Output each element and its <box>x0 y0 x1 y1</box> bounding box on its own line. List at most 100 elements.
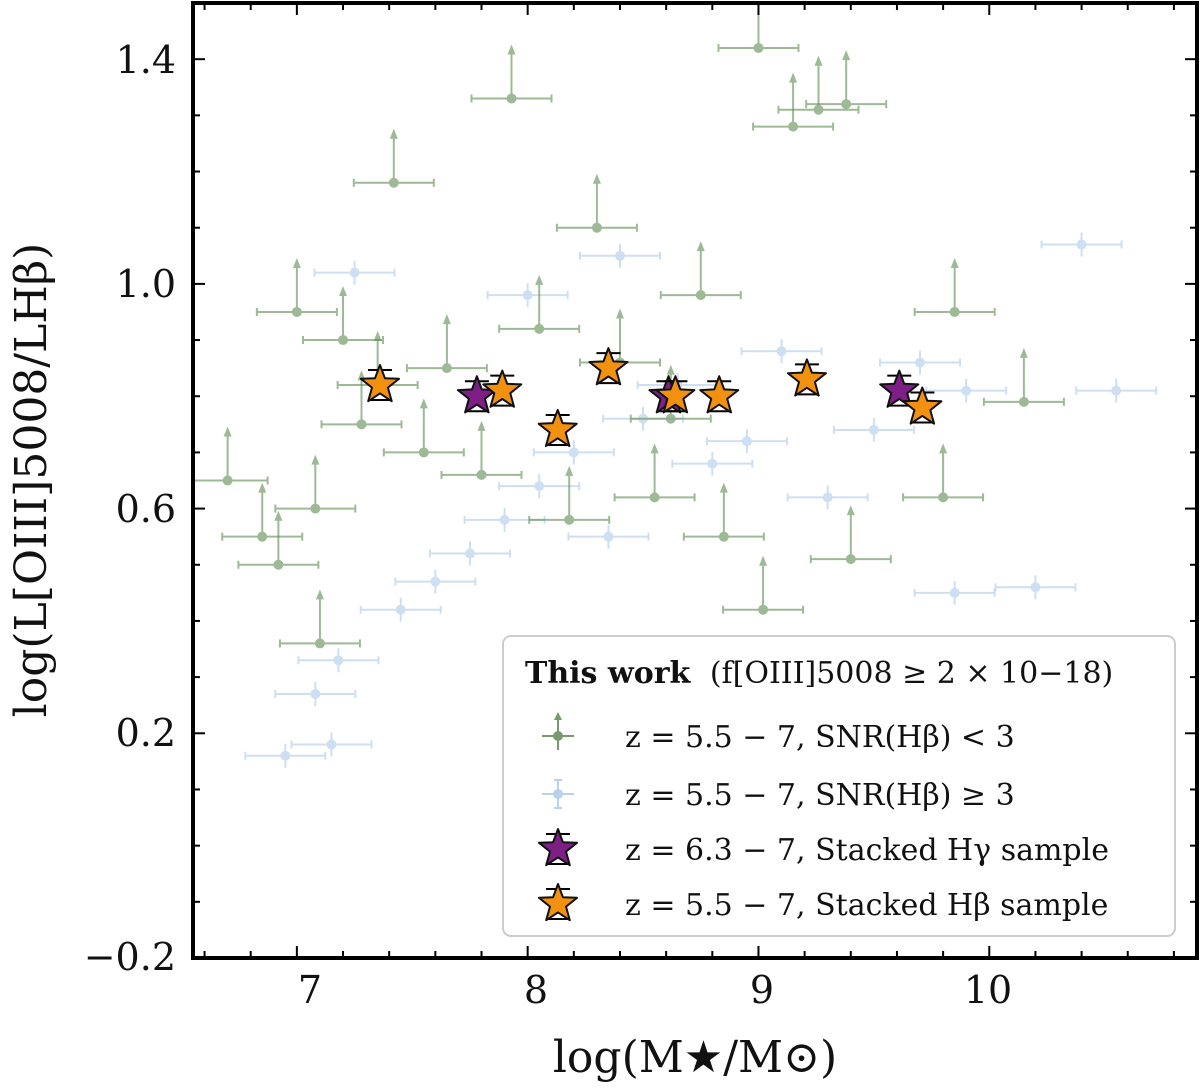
arrow-head <box>842 50 851 61</box>
x-axis-label: log(M★/M⊙) <box>553 1032 837 1083</box>
data-point <box>949 587 960 598</box>
data-point <box>356 419 367 430</box>
stacked-hbeta-star <box>537 408 578 448</box>
axis-ticks <box>193 2 1197 959</box>
legend-marker-stacked-hbeta <box>538 883 578 922</box>
snr-low-point <box>405 314 488 374</box>
data-point <box>813 104 824 115</box>
data-layer <box>193 3 1158 768</box>
star-marker <box>879 369 920 408</box>
data-point <box>476 469 487 480</box>
snr-low-point <box>237 510 320 570</box>
legend-entry-label: z = 5.5 − 7, SNR(Hβ) < 3 <box>625 720 1015 755</box>
stacked-hbeta-star <box>655 375 696 414</box>
arrow-head <box>507 44 516 55</box>
snr-low-point <box>302 286 385 346</box>
data-point <box>649 492 660 503</box>
arrow-head <box>846 505 855 516</box>
snr-low-point <box>682 482 765 542</box>
data-point <box>326 739 337 750</box>
arrow-head <box>719 482 728 493</box>
y-tick-label: 1.0 <box>116 262 176 306</box>
snr-low-point <box>221 482 304 542</box>
snr-high-point <box>567 524 650 549</box>
x-tick-label: 9 <box>750 968 774 1012</box>
legend-markers <box>538 712 578 922</box>
arrow-head <box>592 173 601 184</box>
data-point <box>961 385 972 396</box>
y-axis-label: log(L[OIII]5008/LHβ) <box>6 243 57 718</box>
data-point <box>776 346 787 357</box>
arrow-head <box>814 55 823 66</box>
snr-high-point <box>705 429 788 454</box>
snr-low-point <box>805 50 888 110</box>
snr-low-point <box>498 274 581 334</box>
data-point <box>868 424 879 435</box>
data-point <box>291 306 302 317</box>
snr-high-point <box>359 597 442 622</box>
stacked-hbeta-star <box>588 347 629 386</box>
snr-low-point <box>809 505 892 565</box>
legend-box <box>502 635 1176 937</box>
data-point <box>388 177 399 188</box>
stacked-hbeta-star <box>786 358 827 397</box>
snr-high-point <box>1040 232 1123 257</box>
arrow-head <box>535 274 544 285</box>
arrow-head <box>1019 347 1028 358</box>
snr-high-point <box>740 339 823 364</box>
snr-high-point <box>297 648 380 673</box>
data-point <box>707 458 718 469</box>
legend: This work (f[OIII]5008 ≥ 2 × 10−18) z = … <box>502 635 1176 937</box>
data-point <box>741 436 752 447</box>
data-point <box>822 492 833 503</box>
legend-arrow-head <box>554 712 562 720</box>
data-point <box>222 475 233 486</box>
stacked-hbeta-star <box>699 375 740 414</box>
arrow-head <box>477 420 486 431</box>
snr-low-point <box>382 398 465 458</box>
star-marker <box>902 386 943 425</box>
star-marker <box>786 358 827 397</box>
data-point <box>349 267 360 278</box>
star-marker <box>655 375 696 414</box>
data-point <box>310 688 321 699</box>
data-point <box>718 531 729 542</box>
snr-low-point <box>913 257 996 317</box>
data-point <box>938 492 949 503</box>
snr-low-point <box>528 465 611 525</box>
arrow-head <box>939 443 948 454</box>
legend-title-rest: (f[OIII]5008 ≥ 2 × 10−18) <box>710 656 1113 691</box>
arrow-head <box>315 589 324 600</box>
legend-entry-label: z = 5.5 − 7, SNR(Hβ) ≥ 3 <box>625 778 1015 813</box>
data-point <box>915 357 926 368</box>
plot-frame <box>191 1 1199 960</box>
data-point <box>753 42 764 53</box>
data-point <box>788 121 799 132</box>
arrow-head <box>759 555 768 566</box>
arrow-head <box>650 443 659 454</box>
data-point <box>314 638 325 649</box>
snr-low-point <box>752 72 835 132</box>
data-point <box>310 503 321 514</box>
data-point <box>430 576 441 587</box>
x-tick-label: 10 <box>964 968 1012 1012</box>
star-marker <box>537 408 578 448</box>
snr-high-point <box>786 485 869 510</box>
y-tick-label: 0.6 <box>116 487 176 531</box>
data-point <box>1111 385 1122 396</box>
y-tick-label: −0.2 <box>84 935 176 979</box>
legend-marker-snr-low <box>542 712 574 750</box>
stacked-hbeta-star <box>482 369 523 408</box>
snr-high-point <box>394 569 477 594</box>
arrow-head <box>419 398 428 409</box>
arrow-head <box>696 241 705 252</box>
data-point <box>665 413 676 424</box>
star-marker <box>359 364 400 403</box>
snr-low-point <box>278 589 361 649</box>
arrow-head <box>274 510 283 521</box>
star-marker <box>482 369 523 408</box>
snr-low-point <box>578 308 661 368</box>
data-point <box>695 290 706 301</box>
star-marker <box>538 828 578 867</box>
